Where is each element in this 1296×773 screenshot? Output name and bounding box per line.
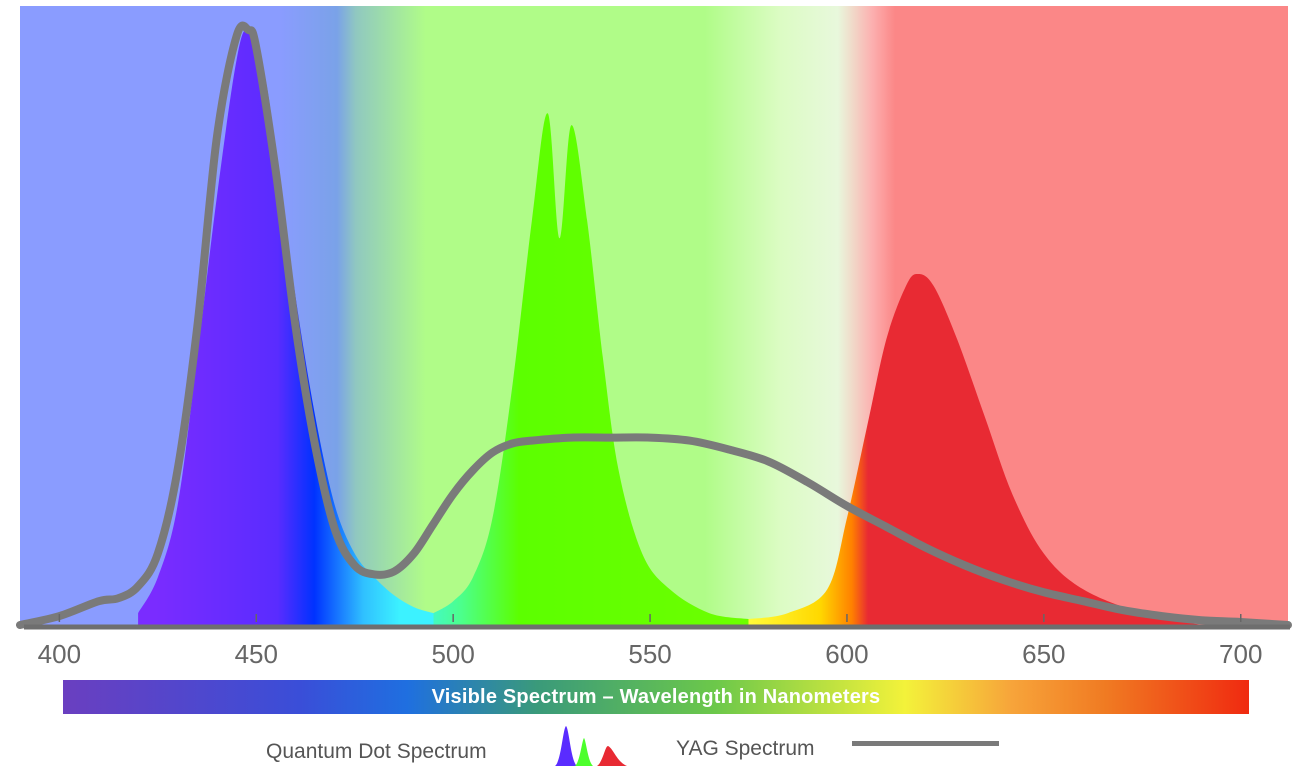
spectrum-bar-label: Visible Spectrum – Wavelength in Nanomet… <box>431 685 881 708</box>
quantum-dot-legend-icon <box>555 726 627 766</box>
quantum-dot-peak-617 <box>748 274 1202 625</box>
x-tick-label-600: 600 <box>825 639 868 669</box>
x-tick-label-400: 400 <box>38 639 81 669</box>
x-tick-label-700: 700 <box>1219 639 1262 669</box>
legend-yag-line-swatch <box>852 741 999 746</box>
quantum-dot-peak-448 <box>138 29 434 625</box>
visible-spectrum-bar: Visible Spectrum – Wavelength in Nanomet… <box>63 680 1249 714</box>
x-tick-label-550: 550 <box>628 639 671 669</box>
x-tick-label-650: 650 <box>1022 639 1065 669</box>
x-axis-ticks: 400 450 500 550 600 650 700 <box>38 614 1262 669</box>
yag-series <box>16 21 1292 629</box>
x-tick-label-450: 450 <box>235 639 278 669</box>
spectrum-chart: 400 450 500 550 600 650 700 <box>16 6 1292 669</box>
quantum-dot-peak-527 <box>433 113 749 625</box>
legend-yag-label: YAG Spectrum <box>676 737 815 760</box>
x-tick-label-500: 500 <box>431 639 474 669</box>
yag-spectrum-line <box>16 21 1292 629</box>
quantum-dot-series <box>138 29 1202 625</box>
legend-quantum-dot-label: Quantum Dot Spectrum <box>266 740 487 763</box>
